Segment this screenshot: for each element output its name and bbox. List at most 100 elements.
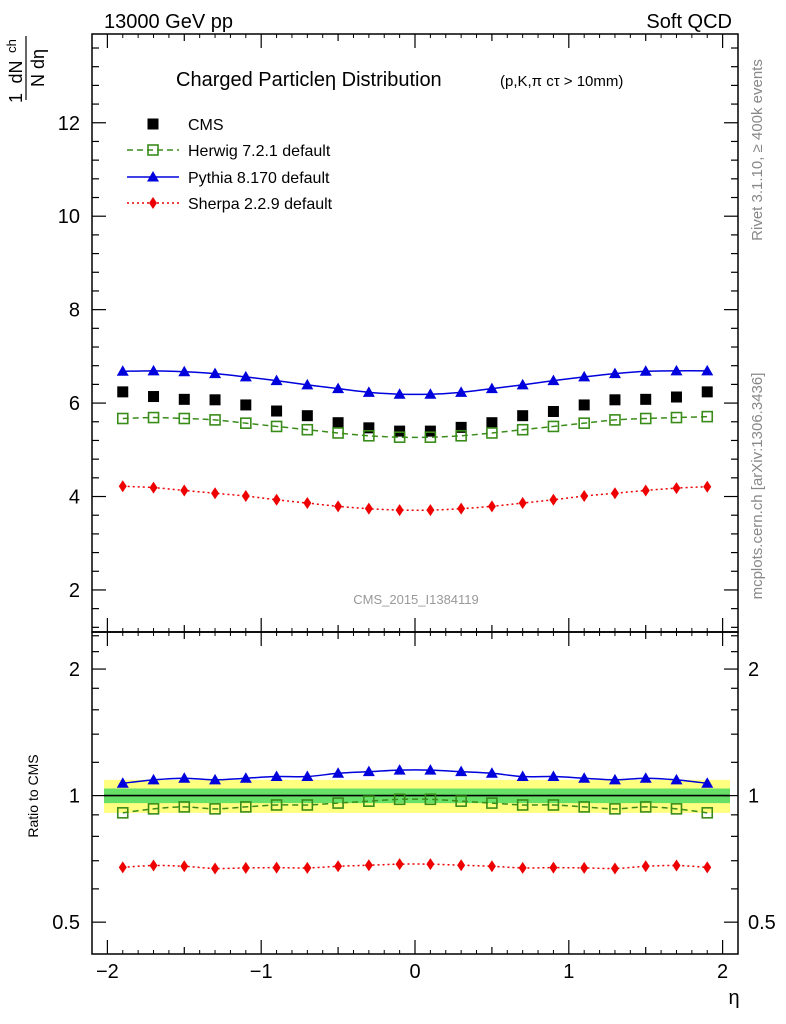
ratio-data-point: [703, 861, 712, 874]
legend-label: Herwig 7.2.1 default: [188, 143, 331, 160]
data-point: [672, 482, 681, 495]
data-point: [270, 420, 283, 433]
data-point: [547, 405, 559, 417]
ratio-data-point: [395, 858, 404, 871]
ratio-data-point: [485, 767, 498, 778]
data-point: [641, 484, 650, 497]
legend: CMS Herwig 7.2.1 default Pythia 8.170 defa…: [127, 117, 333, 213]
x-tick-label: 2: [717, 961, 728, 983]
data-point: [609, 394, 621, 406]
data-point: [670, 411, 683, 424]
legend-marker: [147, 118, 159, 130]
data-point: [270, 374, 283, 386]
data-point: [332, 427, 344, 439]
ratio-data-point: [147, 803, 160, 815]
x-tick-label: 0: [409, 961, 420, 983]
ratio-data-point: [487, 860, 496, 873]
data-point: [116, 365, 129, 376]
ratio-data-point: [639, 801, 652, 813]
ratio-data-point: [272, 861, 281, 874]
ratio-series-herwig: [116, 793, 714, 819]
data-point: [670, 391, 682, 403]
data-point: [362, 386, 375, 397]
ratio-y-tick-label-right: 2: [748, 659, 759, 681]
data-point: [363, 429, 375, 442]
ratio-data-point: [580, 861, 589, 874]
data-point: [147, 411, 160, 424]
data-point: [580, 490, 589, 503]
ratio-data-point: [608, 773, 621, 785]
data-point: [117, 386, 129, 398]
data-point: [363, 422, 375, 434]
mcplots-label: mcplots.cern.ch [arXiv:1306.3436]: [749, 373, 766, 600]
ratio-data-point: [701, 777, 714, 788]
data-point: [487, 500, 496, 513]
legend-label: Sherpa 2.2.9 default: [188, 196, 333, 213]
data-point: [334, 500, 343, 513]
y-axis-title-numerator: dN: [6, 60, 26, 83]
ratio-series-line: [122, 863, 708, 870]
data-point: [516, 423, 529, 436]
data-point: [393, 388, 406, 399]
data-point: [301, 423, 314, 436]
y-tick-label: 8: [69, 300, 80, 322]
ratio-y-tick-label-right: 1: [748, 786, 759, 808]
data-point: [180, 484, 189, 497]
data-point: [547, 420, 560, 433]
ratio-panel: −2 −1 0 1 2 0.5 0.5 1 1 2 2: [52, 631, 776, 983]
series-herwig: [116, 410, 714, 443]
ratio-data-point: [518, 861, 527, 874]
ratio-data-point: [178, 772, 191, 783]
legend-marker: [149, 197, 157, 209]
data-point: [209, 414, 221, 426]
y-axis-title-denominator: N dη: [28, 49, 48, 87]
data-point: [608, 367, 621, 379]
ratio-data-point: [301, 770, 314, 782]
data-point: [578, 399, 590, 411]
ratio-data-point: [547, 799, 560, 811]
ratio-data-point: [211, 862, 220, 875]
y-tick-label: 10: [58, 206, 80, 228]
y-tick-label: 6: [69, 393, 80, 415]
ratio-data-point: [362, 765, 375, 777]
data-point: [485, 382, 498, 394]
data-point: [457, 502, 466, 515]
data-point: [395, 504, 404, 517]
ratio-data-point: [670, 773, 683, 785]
ratio-data-point: [332, 797, 344, 809]
ratio-data-point: [578, 801, 590, 813]
ratio-series-sherpa: [118, 858, 712, 875]
ratio-data-point: [270, 770, 283, 782]
series-line: [122, 415, 708, 439]
series-cms: [117, 386, 713, 437]
data-point: [701, 386, 713, 398]
data-point: [393, 431, 406, 443]
legend-label: CMS: [188, 117, 224, 134]
data-point: [272, 493, 281, 506]
data-point: [703, 480, 712, 493]
data-point: [148, 391, 160, 403]
data-point: [178, 412, 191, 425]
ratio-data-point: [116, 807, 129, 819]
data-point: [516, 378, 529, 390]
ratio-data-point: [547, 770, 560, 782]
ratio-data-point: [516, 799, 529, 811]
x-tick-label: −2: [96, 961, 119, 983]
header-left: 13000 GeV pp: [104, 11, 233, 33]
series-sherpa: [118, 480, 712, 517]
legend-marker: [147, 171, 159, 182]
data-point: [332, 382, 345, 394]
ratio-data-point: [241, 861, 250, 874]
data-point: [549, 493, 558, 506]
ratio-data-point: [147, 773, 160, 785]
ratio-data-point: [116, 777, 129, 788]
data-point: [178, 393, 190, 405]
data-point: [518, 497, 527, 510]
analysis-watermark: CMS_2015_I1384119: [353, 592, 479, 607]
data-point: [578, 370, 591, 382]
ratio-data-point: [178, 801, 191, 813]
data-point: [178, 365, 191, 377]
y-tick-label: 4: [69, 487, 80, 509]
ratio-data-point: [334, 860, 343, 873]
data-point: [147, 364, 160, 376]
